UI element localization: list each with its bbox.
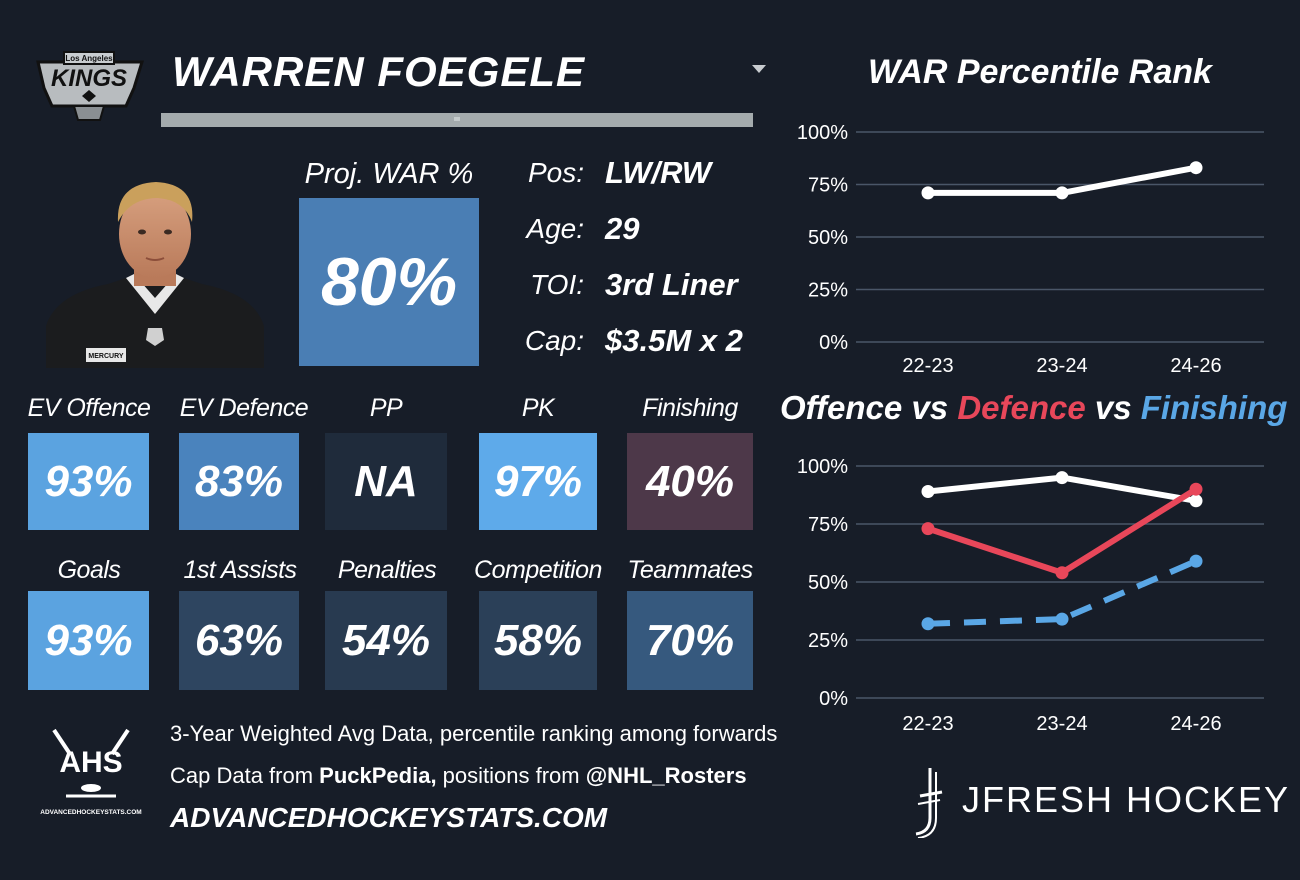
x-tick-label: 22-23 [902,355,953,377]
chevron-down-icon[interactable] [750,62,768,76]
y-tick-label: 100% [797,122,848,144]
proj-war-label: Proj. WAR % [304,158,474,190]
series-point [1189,482,1203,496]
x-tick-label: 24-26 [1170,355,1221,377]
x-tick-label: 24-26 [1170,713,1221,735]
series-point [1189,494,1203,508]
stat-label-ev-offence: EV Offence [27,394,151,422]
stat-label-pp: PP [369,394,403,422]
svg-text:Los Angeles: Los Angeles [65,54,113,63]
stat-label-ev-defence: EV Defence [179,394,309,422]
y-tick-label: 25% [808,280,848,302]
stat-box-goals: 93% [28,591,149,690]
x-tick-label: 22-23 [902,713,953,735]
cap-value: $3.5M x 2 [605,323,743,358]
title-finishing: Finishing [1140,389,1288,426]
site-url: ADVANCEDHOCKEYSTATS.COM [170,802,608,833]
stat-box-teammates: 70% [627,591,753,690]
svg-text:KINGS: KINGS [51,65,127,92]
y-tick-label: 50% [808,227,848,249]
y-tick-label: 25% [808,630,848,652]
y-tick-label: 50% [808,572,848,594]
y-tick-label: 75% [808,175,848,197]
y-tick-label: 0% [819,332,848,354]
cap-label: Cap: [524,325,584,356]
pos-label: Pos: [527,157,584,188]
stat-box-pk: 97% [479,433,597,530]
age-label: Age: [526,213,584,244]
name-scrollbar[interactable] [161,113,753,127]
series-point [921,522,935,536]
stat-label-pk: PK [521,394,555,422]
ovd-chart-title: Offence vs Defence vs Finishing [780,386,1287,430]
footer-note: 3-Year Weighted Avg Data, percentile ran… [170,721,778,746]
kings-logo: Los Angeles KINGS [36,51,145,121]
y-tick-label: 75% [808,514,848,536]
pos-value: LW/RW [605,155,712,190]
series-point [1189,161,1203,175]
title-vs-1: vs [902,389,958,426]
series-point [1055,186,1069,200]
x-tick-label: 23-24 [1036,355,1087,377]
jfresh-logo [915,768,943,838]
player-name: WARREN FOEGELE [172,48,586,95]
toi-value: 3rd Liner [605,267,738,302]
ahs-logo: AHS ADVANCEDHOCKEYSTATS.COM [40,728,142,816]
age-value: 29 [605,211,640,246]
stat-box-ev-offence: 93% [28,433,149,530]
puckpedia-credit: PuckPedia, [319,763,437,788]
svg-text:MERCURY: MERCURY [88,353,123,360]
nhl-rosters-credit: @NHL_Rosters [585,763,747,788]
stat-box-1st-assists: 63% [179,591,299,690]
stat-label-penalties: Penalties [337,556,437,584]
stat-box-pp: NA [325,433,447,530]
series-point [921,485,935,499]
svg-text:ADVANCEDHOCKEYSTATS.COM: ADVANCEDHOCKEYSTATS.COM [40,809,141,816]
footer-credits: Cap Data from PuckPedia, positions from … [170,761,747,791]
credits-prefix: Cap Data from [170,763,320,788]
player-photo: MERCURY [46,182,264,368]
y-tick-label: 100% [797,456,848,478]
scrollbar-thumb[interactable] [454,117,460,121]
series-point [921,617,935,631]
series-point [1189,554,1203,568]
stat-box-penalties: 54% [325,591,447,690]
title-defence: Defence [957,389,1086,426]
series-point [921,186,935,200]
series-point [1055,566,1069,580]
jfresh-brand: JFRESH HOCKEY [962,779,1291,820]
title-offence: Offence [780,389,903,426]
stat-label-1st-assists: 1st Assists [183,556,297,584]
toi-label: TOI: [530,269,584,300]
series-line [927,558,1198,627]
offence-defence-finishing-chart: 0% 25% 50% 75% 100% 22-23 23-24 24-26 [797,456,1264,735]
series-point [1055,612,1069,626]
title-vs-2: vs [1085,389,1141,426]
stat-label-goals: Goals [57,556,121,584]
war-chart-title: WAR Percentile Rank [868,53,1212,91]
stat-box-finishing: 40% [627,433,753,530]
series-point [1055,471,1069,485]
y-tick-label: 0% [819,688,848,710]
series-line [925,486,1199,576]
stat-box-competition: 58% [479,591,597,690]
stat-label-finishing: Finishing [642,394,738,422]
proj-war-value: 80% [299,198,479,366]
stat-box-ev-defence: 83% [179,433,299,530]
x-tick-label: 23-24 [1036,713,1087,735]
stat-label-teammates: Teammates [627,556,753,584]
svg-text:AHS: AHS [59,746,122,779]
stat-label-competition: Competition [474,556,602,584]
credits-mid: positions from [436,763,586,788]
war-percentile-chart: 0% 25% 50% 75% 100% 22-23 23-24 24-26 [797,122,1264,377]
